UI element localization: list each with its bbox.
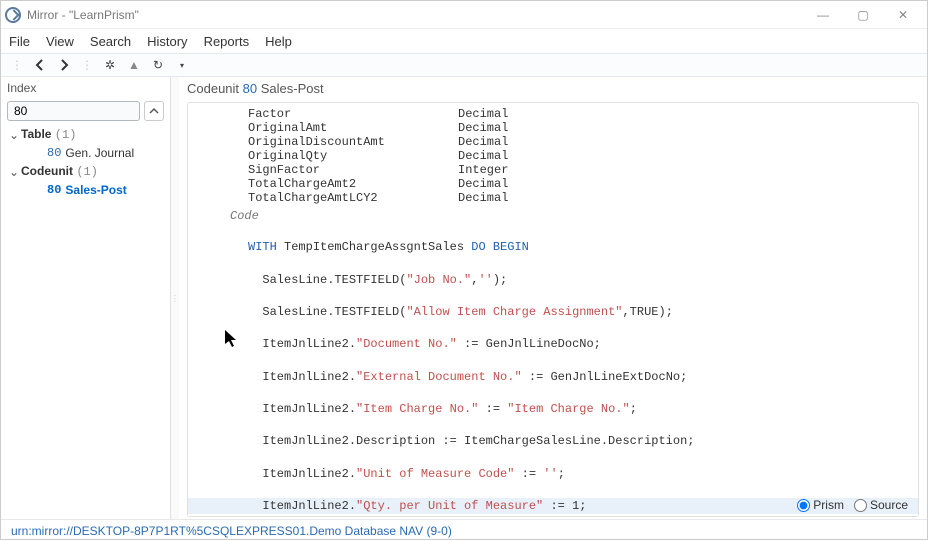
toolbar: ⋮ ⋮ ✲ ▲ ↻ ▾ [1,53,927,77]
tree-node-codeunit[interactable]: ⌄ Codeunit (1) [1,162,170,181]
chevron-down-icon: ⌄ [7,128,21,142]
status-text: urn:mirror://DESKTOP-8P7P1RT%5CSQLEXPRES… [11,524,452,538]
collapse-button[interactable] [144,101,164,121]
view-mode-selector: Prism Source [797,498,908,512]
tree-label: Sales-Post [65,183,126,197]
refresh-icon[interactable]: ↻ [149,56,167,74]
tree-num: 80 [47,183,61,197]
tree-item-gen-journal[interactable]: 80 Gen. Journal [1,144,170,162]
gear-icon[interactable]: ✲ [101,56,119,74]
maximize-button[interactable]: ▢ [843,3,883,27]
sidebar-header: Index [1,77,170,99]
nav-back-button[interactable] [31,56,49,74]
menu-reports[interactable]: Reports [204,34,250,49]
var-row: FactorDecimal [248,107,918,121]
sidebar: Index ⌄ Table (1) 80 Gen. Journal ⌄ Code… [1,77,171,519]
app-icon [5,7,21,23]
var-row: OriginalAmtDecimal [248,121,918,135]
nav-forward-button[interactable] [55,56,73,74]
window-title: Mirror - "LearnPrism" [27,8,139,22]
editor: Codeunit 80 Sales-Post FactorDecimal Ori… [179,77,927,519]
menu-search[interactable]: Search [90,34,131,49]
menu-view[interactable]: View [46,34,74,49]
var-row: TotalChargeAmt2Decimal [248,177,918,191]
menu-history[interactable]: History [147,34,187,49]
tree-label: Gen. Journal [65,146,134,160]
header-prefix: Codeunit [187,81,239,96]
tree-count: (1) [55,128,77,142]
tree-count: (1) [76,165,98,179]
search-input[interactable] [7,101,140,121]
menubar: File View Search History Reports Help [1,29,927,53]
tree-label: Codeunit [21,164,73,178]
tree: ⌄ Table (1) 80 Gen. Journal ⌄ Codeunit (… [1,123,170,201]
menu-help[interactable]: Help [265,34,292,49]
var-row: OriginalDiscountAmtDecimal [248,135,918,149]
variables-table: FactorDecimal OriginalAmtDecimal Origina… [188,103,918,205]
code-area[interactable]: FactorDecimal OriginalAmtDecimal Origina… [187,102,919,517]
dropdown-icon[interactable]: ▾ [173,56,191,74]
header-name: Sales-Post [261,81,324,96]
editor-header: Codeunit 80 Sales-Post [179,77,927,100]
tree-item-sales-post[interactable]: 80 Sales-Post [1,181,170,199]
tree-node-table[interactable]: ⌄ Table (1) [1,125,170,144]
header-num: 80 [243,81,257,96]
radio-source[interactable]: Source [854,498,908,512]
var-row: OriginalQtyDecimal [248,149,918,163]
tree-num: 80 [47,146,61,160]
splitter[interactable]: ⋮ [171,77,179,519]
minimize-button[interactable]: — [803,3,843,27]
close-button[interactable]: ✕ [883,3,923,27]
tree-label: Table [21,127,51,141]
menu-file[interactable]: File [9,34,30,49]
code-section-label: Code [188,209,918,223]
var-row: TotalChargeAmtLCY2Decimal [248,191,918,205]
warning-icon[interactable]: ▲ [125,56,143,74]
var-row: SignFactorInteger [248,163,918,177]
statusbar: urn:mirror://DESKTOP-8P7P1RT%5CSQLEXPRES… [1,519,927,541]
radio-prism[interactable]: Prism [797,498,844,512]
chevron-down-icon: ⌄ [7,165,21,179]
code-body[interactable]: WITH TempItemChargeAssgntSales DO BEGIN … [188,223,918,517]
